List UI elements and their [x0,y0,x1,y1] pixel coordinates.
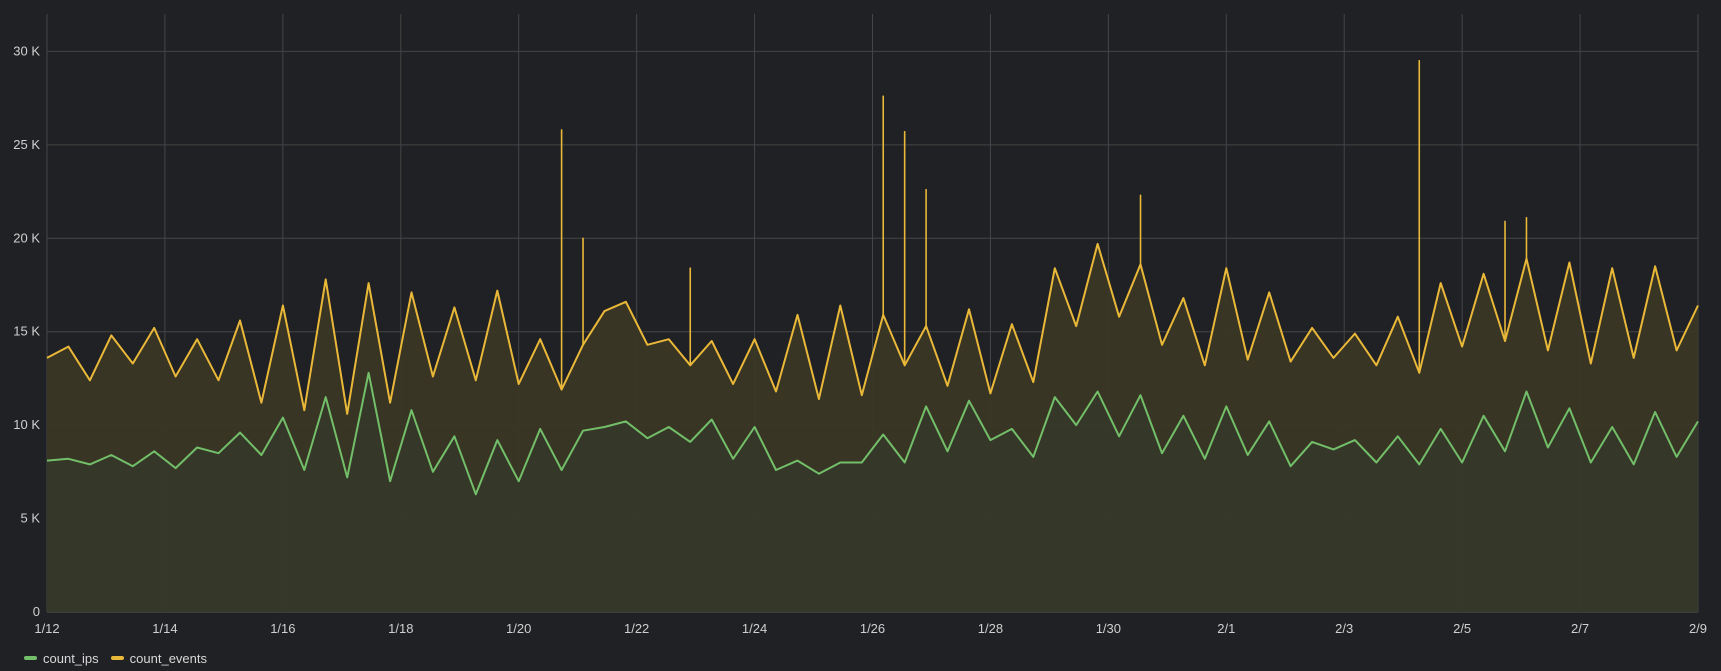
y-tick-label-2: 10 K [13,417,40,432]
x-tick-label-14: 2/9 [1689,621,1707,636]
legend-swatch-count-events [110,656,124,660]
x-tick-label-11: 2/3 [1335,621,1353,636]
x-tick-label-4: 1/20 [506,621,531,636]
x-tick-label-2: 1/16 [270,621,295,636]
x-tick-label-10: 2/1 [1217,621,1235,636]
legend-label-count-ips: count_ips [43,650,99,666]
x-tick-label-0: 1/12 [34,621,59,636]
y-tick-label-3: 15 K [13,324,40,339]
x-tick-label-5: 1/22 [624,621,649,636]
y-tick-label-0: 0 [33,604,40,619]
x-tick-label-13: 2/7 [1571,621,1589,636]
x-tick-label-7: 1/26 [860,621,885,636]
x-tick-label-8: 1/28 [978,621,1003,636]
x-tick-label-9: 1/30 [1096,621,1121,636]
count-events-line [46,242,1699,415]
x-tick-label-6: 1/24 [742,621,767,636]
chart-legend: count_ips count_events [24,648,207,668]
x-tick-label-12: 2/5 [1453,621,1471,636]
count-ips-line [46,371,1699,496]
legend-item-count-events[interactable]: count_events [110,650,207,666]
y-tick-label-4: 20 K [13,230,40,245]
y-tick-label-6: 30 K [13,43,40,58]
legend-swatch-count-ips [24,656,37,660]
x-tick-label-3: 1/18 [388,621,413,636]
y-tick-label-5: 25 K [13,137,40,152]
y-tick-label-1: 5 K [20,511,40,526]
count-ips-area [47,372,1698,612]
legend-item-count-ips[interactable]: count_ips [24,651,99,666]
x-tick-label-1: 1/14 [152,621,177,636]
legend-label-count-events: count_events [129,650,207,666]
